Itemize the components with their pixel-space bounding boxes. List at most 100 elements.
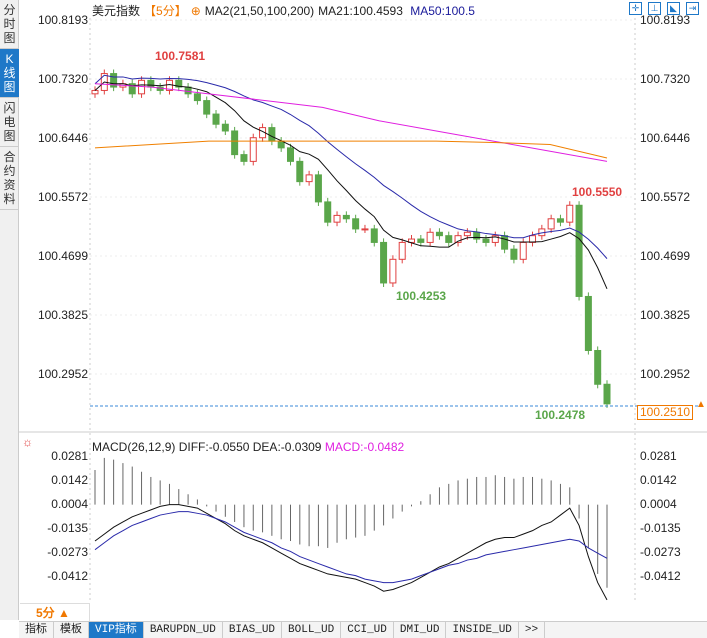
candle-body [128, 83, 136, 95]
macd-axis-label-right: 0.0142 [640, 473, 677, 487]
candle-body [501, 235, 509, 250]
period-badge[interactable]: 【5分】 [144, 4, 187, 18]
candle-body [110, 73, 118, 88]
candle-body [380, 241, 388, 284]
macd-header: MACD(26,12,9) DIFF:-0.0550 DEA:-0.0309 M… [92, 440, 404, 454]
candle-body [417, 238, 425, 243]
candle-body [286, 147, 294, 162]
candle-body [556, 218, 564, 223]
tab-dmi[interactable]: DMI_UD [394, 622, 447, 638]
draw-icon[interactable]: ◣ [667, 2, 680, 15]
candle-body [240, 154, 248, 162]
indicator-tabs: 指标 模板 VIP指标 BARUPDN_UD BIAS_UD BOLL_UD C… [19, 621, 707, 638]
high-annotation: 100.7581 [155, 49, 205, 63]
price-axis-label-left: 100.7320 [38, 72, 88, 86]
price-axis-label-left: 100.5572 [38, 190, 88, 204]
tab-indicator[interactable]: 指标 [19, 622, 54, 638]
tab-more[interactable]: >> [519, 622, 546, 638]
price-axis-label-left: 100.6446 [38, 131, 88, 145]
candle-body [147, 79, 155, 88]
macd-axis-label-left: 0.0004 [51, 497, 88, 511]
ma50-value: MA50:100.5 [410, 4, 475, 18]
tab-vip[interactable]: VIP指标 [89, 622, 144, 638]
price-axis-label-right: 100.6446 [640, 131, 690, 145]
price-axis-label-left: 100.4699 [38, 249, 88, 263]
instrument-title: 美元指数 [92, 4, 141, 18]
candle-body [268, 127, 276, 142]
macd-axis-label-left: 0.0281 [51, 449, 88, 463]
tab-timeshare[interactable]: 分时图 [0, 0, 19, 49]
candle-body [603, 383, 611, 405]
candle-body [584, 295, 592, 351]
tab-boll[interactable]: BOLL_UD [282, 622, 342, 638]
price-axis-label-right: 100.7320 [640, 72, 690, 86]
price-axis-label-left: 100.2952 [38, 367, 88, 381]
price-axis-label-right: 100.8193 [640, 13, 690, 27]
macd-axis-label-right: -0.0412 [640, 569, 681, 583]
macd-axis-label-left: -0.0412 [47, 569, 88, 583]
dea-line [94, 511, 608, 584]
candle-body [193, 93, 201, 102]
price-axis-label-right: 100.3825 [640, 308, 690, 322]
diff-value: DIFF:-0.0550 [178, 440, 250, 454]
candle-body [296, 160, 304, 183]
macd-axis-label-right: -0.0273 [640, 545, 681, 559]
candle-body [594, 349, 602, 385]
price-axis-label-left: 100.3825 [38, 308, 88, 322]
exit-icon[interactable]: ⇥ [686, 2, 699, 15]
candle-body [203, 100, 211, 115]
tab-flash[interactable]: 闪电图 [0, 98, 19, 147]
tab-inside[interactable]: INSIDE_UD [446, 622, 519, 638]
tab-barupdn[interactable]: BARUPDN_UD [144, 622, 223, 638]
candle-body [361, 228, 369, 231]
candle-body [212, 113, 220, 125]
macd-axis-label-right: -0.0135 [640, 521, 681, 535]
tab-kline[interactable]: K线图 [0, 49, 19, 98]
candle-body [184, 86, 192, 95]
candle-body [221, 123, 229, 132]
tab-bias[interactable]: BIAS_UD [223, 622, 283, 638]
diff-line [94, 504, 608, 601]
macd-axis-label-left: -0.0273 [47, 545, 88, 559]
macd-axis-label-right: 0.0004 [640, 497, 677, 511]
candle-body [482, 238, 490, 243]
low-annotation-2: 100.2478 [535, 408, 585, 422]
candle-body [510, 248, 518, 260]
indicator-name[interactable]: MA2(21,50,100,200) [204, 4, 315, 18]
macd-name: MACD(26,12,9) [92, 440, 176, 454]
candle-body [91, 89, 99, 95]
macd-axis-label-left: -0.0135 [47, 521, 88, 535]
candle-body [473, 231, 481, 240]
macd-settings-icon: ☼ [22, 435, 33, 449]
tab-template[interactable]: 模板 [54, 622, 89, 638]
dea-value: DEA:-0.0309 [252, 440, 322, 454]
candle-body [370, 228, 378, 243]
candle-body [491, 235, 499, 243]
candle-body [519, 241, 527, 260]
candle-body [398, 241, 406, 260]
candle-body [175, 79, 183, 88]
price-axis-label-right: 100.4699 [640, 249, 690, 263]
candle-body [314, 174, 322, 203]
current-price-tag: 100.2510 [637, 405, 693, 420]
macd-value: MACD:-0.0482 [324, 440, 405, 454]
candle-body [352, 218, 360, 230]
range-icon[interactable]: ⊥ [648, 2, 661, 15]
macd-axis-label-left: 0.0142 [51, 473, 88, 487]
tab-contract[interactable]: 合约资料 [0, 147, 19, 210]
low-annotation: 100.4253 [396, 289, 446, 303]
ma50-line [94, 74, 608, 259]
crosshair-toggle-icon[interactable]: ⊕ [190, 4, 201, 18]
period-selector[interactable]: 5分 ▲ [20, 603, 90, 621]
ma200-line [94, 140, 608, 159]
candle-body [575, 204, 583, 297]
tab-cci[interactable]: CCI_UD [341, 622, 394, 638]
candle-body [454, 235, 462, 243]
chart-header: 美元指数 【5分】 ⊕ MA2(21,50,100,200) MA21:100.4593… [92, 2, 479, 19]
crosshair-icon[interactable]: ✛ [629, 2, 642, 15]
candle-body [333, 214, 341, 223]
ma21-value: MA21:100.4593 [318, 4, 403, 18]
price-axis-label-right: 100.5572 [640, 190, 690, 204]
sidebar: 分时图 K线图 闪电图 合约资料 [0, 0, 19, 620]
